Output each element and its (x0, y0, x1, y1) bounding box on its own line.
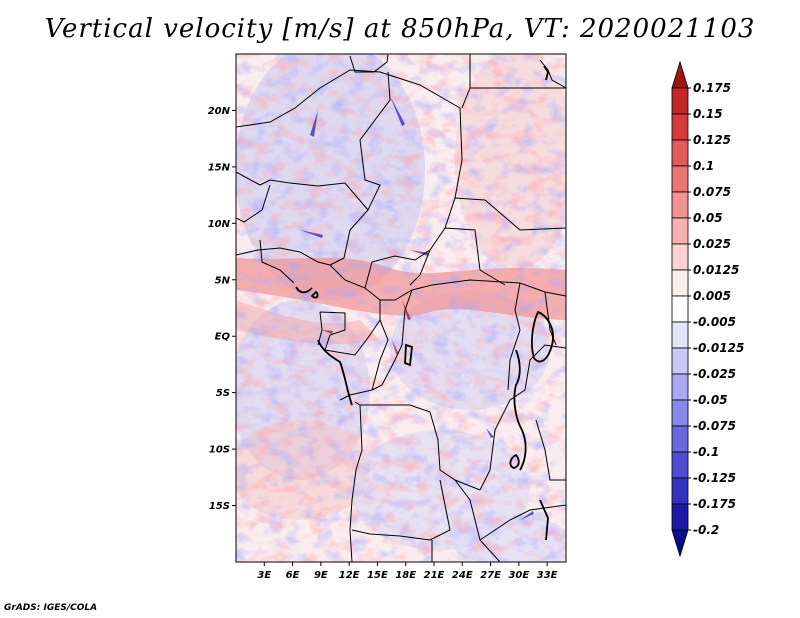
colorbar-label: -0.05 (693, 393, 728, 407)
lon-label: 24E (452, 570, 473, 581)
colorbar-bin (671, 529, 689, 558)
lat-label: 5N (215, 275, 231, 286)
coastlines-lakes (295, 65, 554, 541)
lon-label: 9E (314, 570, 328, 581)
colorbar-label: -0.005 (693, 315, 736, 329)
lon-label: 12E (339, 570, 360, 581)
velocity-field (236, 54, 566, 562)
colorbar-bin (671, 139, 689, 167)
lon-label: 15E (367, 570, 388, 581)
colorbar-bin (671, 165, 689, 193)
colorbar-bin (671, 503, 689, 531)
colorbar-label: -0.2 (693, 523, 719, 537)
colorbar-bin (671, 477, 689, 505)
lon-label: 3E (257, 570, 271, 581)
colorbar-bin (671, 113, 689, 141)
lon-label: 33E (537, 570, 558, 581)
lat-label: 10S (209, 445, 230, 456)
lon-label: 21E (424, 570, 445, 581)
colorbar-label: -0.175 (693, 497, 736, 511)
lat-label: 15S (209, 501, 230, 512)
lat-label: 10N (208, 219, 231, 230)
colorbar-label: -0.075 (693, 419, 736, 433)
colorbar-label: 0.005 (693, 289, 731, 303)
colorbar-bin (671, 347, 689, 375)
colorbar-label: 0.075 (693, 185, 731, 199)
colorbar-label: -0.125 (693, 471, 736, 485)
lon-label: 30E (508, 570, 529, 581)
lat-label: EQ (215, 332, 231, 343)
map-frame (235, 53, 567, 563)
colorbar-bin (671, 87, 689, 115)
longitude-axis: 3E 6E 9E 12E 15E 18E 21E 24E 27E 30E 33E (257, 562, 558, 581)
colorbar-label: 0.175 (693, 81, 731, 95)
map-title: Vertical velocity [m/s] at 850hPa, VT: 2… (44, 14, 756, 44)
colorbar-label: 0.15 (693, 107, 723, 121)
colorbar-bin (671, 243, 689, 271)
colorbar-bin (671, 321, 689, 349)
colorbar-label: 0.125 (693, 133, 731, 147)
lon-label: 27E (480, 570, 501, 581)
colorbar-bin (671, 217, 689, 245)
colorbar-label: 0.05 (693, 211, 723, 225)
lat-label: 5S (216, 388, 230, 399)
lat-label: 20N (208, 106, 231, 117)
colorbar-bin (671, 399, 689, 427)
latitude-axis: 20N 15N 10N 5N EQ 5S 10S 15S (208, 106, 236, 512)
colorbar: 0.175 0.15 0.125 0.1 0.075 0.05 0.025 0.0125 0.0… (671, 60, 744, 558)
colorbar-label: -0.025 (693, 367, 736, 381)
colorbar-bin (671, 425, 689, 453)
colorbar-bin (671, 269, 689, 297)
colorbar-label: 0.025 (693, 237, 731, 251)
lat-label: 15N (208, 162, 231, 173)
colorbar-label: 0.0125 (693, 263, 739, 277)
footer-credit: GrADS: IGES/COLA (4, 603, 98, 613)
lon-label: 18E (395, 570, 416, 581)
colorbar-bin (671, 191, 689, 219)
colorbar-bin (671, 60, 689, 89)
colorbar-bin (671, 451, 689, 479)
colorbar-label: 0.1 (693, 159, 714, 173)
colorbar-bin (671, 373, 689, 401)
colorbar-bin (671, 295, 689, 323)
colorbar-label: -0.0125 (693, 341, 744, 355)
country-borders (236, 54, 566, 562)
colorbar-label: -0.1 (693, 445, 719, 459)
lon-label: 6E (286, 570, 300, 581)
